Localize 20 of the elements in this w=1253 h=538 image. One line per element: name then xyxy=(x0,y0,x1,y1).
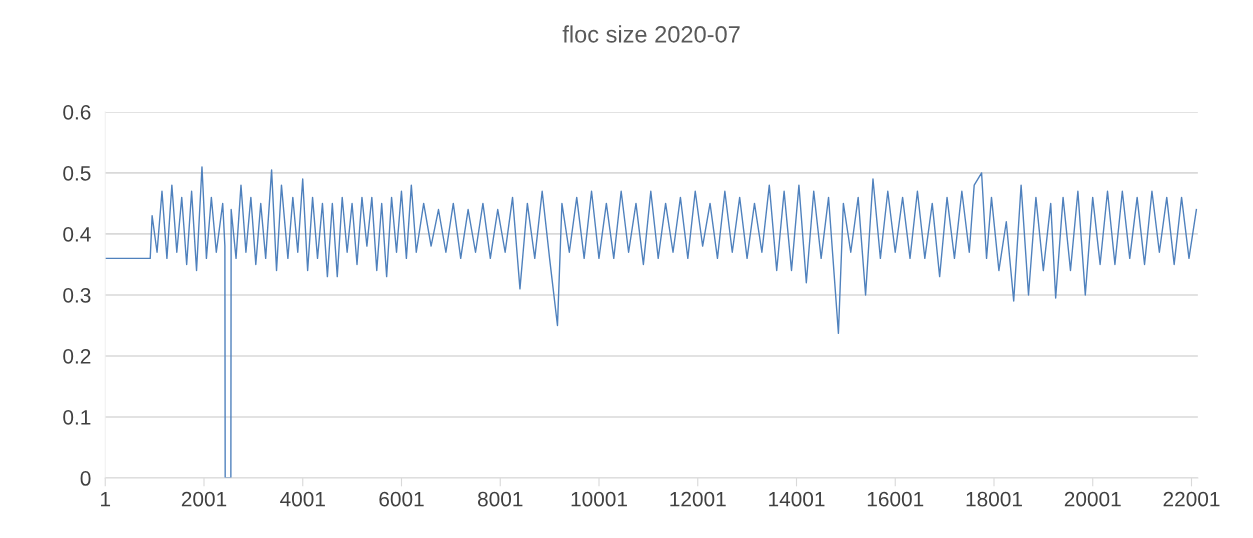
y-tick-label: 0.3 xyxy=(63,287,91,303)
x-tick-label: 20001 xyxy=(1064,491,1121,507)
x-tick-label: 22001 xyxy=(1163,491,1220,507)
y-tick-label: 0.2 xyxy=(63,348,91,364)
x-tick-label: 8001 xyxy=(477,491,523,507)
y-tick-label: 0.4 xyxy=(63,226,91,242)
y-tick-label: 0.5 xyxy=(63,165,91,181)
y-tick-label: 0.1 xyxy=(63,410,91,425)
x-tick-label: 10001 xyxy=(571,491,627,507)
y-tick-label: 0 xyxy=(80,471,91,486)
y-tick-label: 0.6 xyxy=(63,104,91,120)
x-tick-label: 6001 xyxy=(379,491,424,507)
x-tick-label: 1 xyxy=(101,491,111,507)
x-tick-label: 4001 xyxy=(280,491,325,507)
x-tick-label: 2001 xyxy=(181,491,227,507)
x-tick-label: 16001 xyxy=(867,491,924,507)
x-tick-label: 14001 xyxy=(769,491,825,507)
chart-title: floc size 2020-07 xyxy=(562,25,740,43)
x-tick-label: 12001 xyxy=(670,491,726,507)
x-tick-label: 18001 xyxy=(966,491,1022,507)
